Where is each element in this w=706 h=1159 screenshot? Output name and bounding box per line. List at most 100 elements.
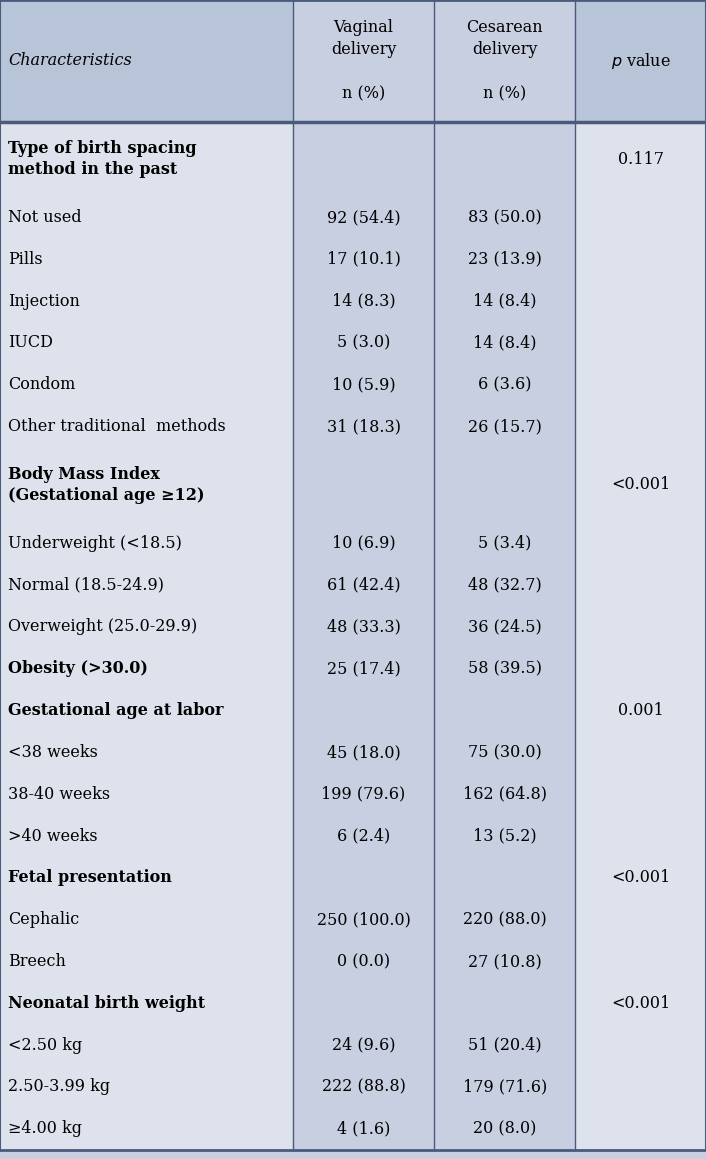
Bar	[293, 898, 434, 941]
Text: Other traditional  methods: Other traditional methods	[8, 418, 226, 435]
Bar	[0, 1108, 293, 1150]
Text: 45 (18.0): 45 (18.0)	[327, 744, 400, 760]
Bar	[575, 1066, 706, 1108]
Bar	[293, 690, 434, 731]
Bar	[434, 364, 575, 406]
Text: IUCD: IUCD	[8, 335, 54, 351]
Text: 10 (5.9): 10 (5.9)	[332, 377, 395, 393]
Bar	[434, 122, 575, 197]
Text: <0.001: <0.001	[611, 994, 670, 1012]
Bar	[575, 0, 706, 122]
Bar	[434, 857, 575, 898]
Bar	[0, 731, 293, 773]
Text: 27 (10.8): 27 (10.8)	[468, 953, 542, 970]
Text: <0.001: <0.001	[611, 869, 670, 887]
Bar	[0, 1025, 293, 1066]
Bar	[575, 606, 706, 648]
Text: 5 (3.0): 5 (3.0)	[337, 335, 390, 351]
Bar	[575, 648, 706, 690]
Bar	[293, 364, 434, 406]
Bar	[575, 857, 706, 898]
Bar	[293, 322, 434, 364]
Bar	[575, 941, 706, 983]
Text: 48 (33.3): 48 (33.3)	[327, 619, 400, 635]
Bar	[434, 690, 575, 731]
Text: 4 (1.6): 4 (1.6)	[337, 1121, 390, 1137]
Bar	[0, 364, 293, 406]
Text: 75 (30.0): 75 (30.0)	[468, 744, 542, 760]
Bar	[293, 122, 434, 197]
Text: 36 (24.5): 36 (24.5)	[468, 619, 542, 635]
Bar	[0, 1066, 293, 1108]
Bar	[575, 983, 706, 1025]
Text: 17 (10.1): 17 (10.1)	[327, 250, 400, 268]
Text: 25 (17.4): 25 (17.4)	[327, 661, 400, 677]
Bar	[434, 773, 575, 815]
Bar	[575, 197, 706, 239]
Bar	[434, 280, 575, 322]
Bar	[293, 857, 434, 898]
Text: Neonatal birth weight: Neonatal birth weight	[8, 994, 205, 1012]
Bar	[0, 406, 293, 447]
Bar	[434, 0, 575, 122]
Bar	[0, 564, 293, 606]
Text: 6 (2.4): 6 (2.4)	[337, 828, 390, 845]
Bar	[434, 606, 575, 648]
Bar	[293, 773, 434, 815]
Bar	[293, 606, 434, 648]
Text: 51 (20.4): 51 (20.4)	[468, 1036, 542, 1054]
Text: 10 (6.9): 10 (6.9)	[332, 534, 395, 552]
Bar	[434, 815, 575, 857]
Text: 2.50-3.99 kg: 2.50-3.99 kg	[8, 1079, 111, 1095]
Bar	[293, 564, 434, 606]
Bar	[575, 364, 706, 406]
Bar	[434, 1025, 575, 1066]
Text: ≥4.00 kg: ≥4.00 kg	[8, 1121, 83, 1137]
Text: 222 (88.8): 222 (88.8)	[322, 1079, 405, 1095]
Text: Overweight (25.0-29.9): Overweight (25.0-29.9)	[8, 619, 198, 635]
Text: Fetal presentation: Fetal presentation	[8, 869, 172, 887]
Bar	[575, 815, 706, 857]
Bar	[0, 648, 293, 690]
Bar	[575, 898, 706, 941]
Text: 14 (8.4): 14 (8.4)	[473, 335, 537, 351]
Text: 6 (3.6): 6 (3.6)	[478, 377, 532, 393]
Text: 250 (100.0): 250 (100.0)	[317, 911, 410, 928]
Bar	[575, 239, 706, 280]
Bar	[0, 606, 293, 648]
Bar	[434, 941, 575, 983]
Bar	[293, 447, 434, 523]
Bar	[434, 239, 575, 280]
Bar	[434, 447, 575, 523]
Text: Type of birth spacing
method in the past: Type of birth spacing method in the past	[8, 140, 197, 178]
Bar	[293, 0, 434, 122]
Bar	[575, 731, 706, 773]
Text: <38 weeks: <38 weeks	[8, 744, 98, 760]
Bar	[293, 983, 434, 1025]
Text: Gestational age at labor: Gestational age at labor	[8, 702, 224, 719]
Text: Normal (18.5-24.9): Normal (18.5-24.9)	[8, 576, 164, 593]
Text: 0 (0.0): 0 (0.0)	[337, 953, 390, 970]
Text: 0.117: 0.117	[618, 151, 664, 168]
Bar	[575, 1108, 706, 1150]
Text: Not used: Not used	[8, 209, 82, 226]
Text: <2.50 kg: <2.50 kg	[8, 1036, 83, 1054]
Bar	[575, 280, 706, 322]
Text: 38-40 weeks: 38-40 weeks	[8, 786, 111, 803]
Bar	[434, 1066, 575, 1108]
Bar	[0, 523, 293, 564]
Bar	[293, 523, 434, 564]
Bar	[293, 406, 434, 447]
Text: Body Mass Index
(Gestational age ≥12): Body Mass Index (Gestational age ≥12)	[8, 466, 205, 504]
Text: 24 (9.6): 24 (9.6)	[332, 1036, 395, 1054]
Bar	[575, 447, 706, 523]
Bar	[0, 197, 293, 239]
Bar	[0, 280, 293, 322]
Bar	[575, 122, 706, 197]
Bar	[293, 280, 434, 322]
Bar	[434, 564, 575, 606]
Bar	[575, 1025, 706, 1066]
Text: 83 (50.0): 83 (50.0)	[468, 209, 542, 226]
Text: 14 (8.3): 14 (8.3)	[332, 292, 395, 309]
Text: 20 (8.0): 20 (8.0)	[473, 1121, 537, 1137]
